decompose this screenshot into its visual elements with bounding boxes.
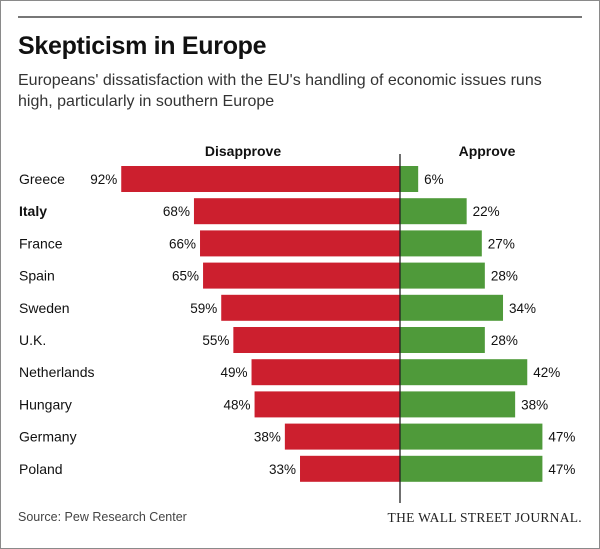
chart-subtitle: Europeans' dissatisfaction with the EU's… — [18, 72, 542, 110]
bar-approve-italy — [400, 198, 467, 225]
value-label-disapprove-u-k: 55% — [202, 333, 229, 348]
value-label-disapprove-poland: 33% — [269, 462, 296, 477]
value-label-approve-hungary: 38% — [521, 397, 548, 412]
bar-disapprove-italy — [193, 198, 400, 225]
value-label-approve-sweden: 34% — [509, 301, 536, 316]
bar-approve-netherlands — [400, 359, 528, 386]
value-label-disapprove-greece: 92% — [90, 172, 117, 187]
category-label-u-k: U.K. — [19, 332, 46, 348]
bar-approve-greece — [400, 166, 419, 192]
value-label-disapprove-hungary: 48% — [224, 397, 251, 412]
bar-disapprove-hungary — [254, 391, 400, 418]
value-label-disapprove-netherlands: 49% — [220, 365, 247, 380]
bar-approve-u-k — [400, 327, 485, 353]
category-label-poland: Poland — [19, 461, 63, 477]
top-rule — [18, 16, 582, 18]
value-label-approve-france: 27% — [488, 236, 515, 251]
value-label-disapprove-italy: 68% — [163, 204, 190, 219]
category-label-sweden: Sweden — [19, 300, 70, 316]
value-label-disapprove-spain: 65% — [172, 269, 199, 284]
value-label-approve-italy: 22% — [473, 204, 500, 219]
chart-title: Skepticism in Europe — [18, 32, 267, 60]
bar-disapprove-u-k — [233, 327, 400, 353]
value-label-approve-greece: 6% — [424, 172, 444, 187]
publisher-logo: THE WALL STREET JOURNAL. — [387, 510, 582, 525]
bar-approve-spain — [400, 262, 485, 289]
value-label-disapprove-france: 66% — [169, 236, 196, 251]
bar-disapprove-sweden — [221, 294, 400, 321]
series-label-disapprove: Disapprove — [205, 143, 281, 159]
category-label-greece: Greece — [19, 171, 65, 187]
source-note: Source: Pew Research Center — [18, 510, 187, 524]
bar-disapprove-germany — [284, 423, 400, 450]
value-label-disapprove-germany: 38% — [254, 430, 281, 445]
value-label-approve-germany: 47% — [548, 430, 575, 445]
value-label-approve-poland: 47% — [548, 462, 575, 477]
value-label-approve-netherlands: 42% — [533, 365, 560, 380]
category-label-spain: Spain — [19, 268, 55, 284]
bar-disapprove-poland — [300, 455, 400, 482]
value-label-approve-spain: 28% — [491, 269, 518, 284]
series-label-approve: Approve — [459, 143, 516, 159]
bar-disapprove-greece — [121, 166, 401, 192]
category-label-hungary: Hungary — [19, 396, 72, 412]
bar-approve-sweden — [400, 294, 504, 321]
bar-disapprove-netherlands — [251, 359, 400, 386]
value-label-disapprove-sweden: 59% — [190, 301, 217, 316]
bar-approve-germany — [400, 423, 543, 450]
bar-approve-hungary — [400, 391, 516, 418]
bar-approve-france — [400, 230, 482, 257]
category-label-italy: Italy — [19, 203, 47, 219]
value-label-approve-u-k: 28% — [491, 333, 518, 348]
category-label-netherlands: Netherlands — [19, 364, 95, 380]
bar-approve-poland — [400, 455, 543, 482]
category-label-france: France — [19, 235, 63, 251]
bar-disapprove-spain — [203, 262, 400, 289]
bar-disapprove-france — [200, 230, 400, 257]
category-label-germany: Germany — [19, 429, 77, 445]
